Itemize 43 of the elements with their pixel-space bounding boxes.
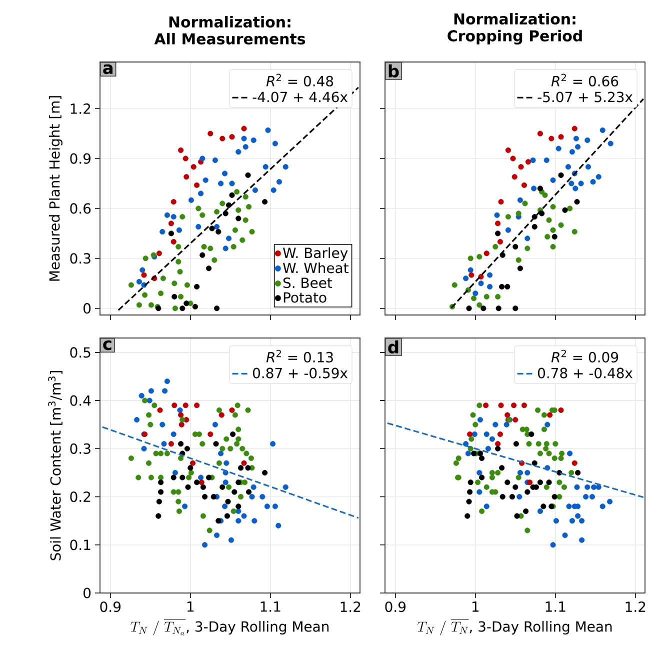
y-tick-label: 0.2 — [70, 491, 90, 502]
legend-label: 0.78 + -0.48x — [538, 368, 633, 378]
legend-label: -5.07 + 5.23x — [538, 92, 633, 102]
chart-subtitle: All Measurements — [154, 32, 306, 45]
x-tick-label: 1.1 — [260, 602, 280, 612]
x-tick-label: 1.2 — [626, 602, 646, 612]
x-tick-label: 1 — [472, 602, 479, 612]
y-tick-label: 0 — [84, 303, 91, 314]
legend-label: 0.87 + -0.59x — [252, 368, 348, 378]
legend-label: W. Wheat — [282, 262, 348, 274]
x-axis-title: $T_N\ /\ \overline{T_N}\text{, 3-Day Rolling Mean}$ — [418, 620, 612, 636]
x-tick-label: 0.9 — [385, 602, 406, 612]
x-tick-label: 0.9 — [100, 602, 121, 612]
x-tick-label: 1.1 — [546, 602, 566, 612]
chart-title: Normalization: — [454, 12, 576, 25]
y-tick-label: 0.3 — [70, 443, 90, 454]
x-tick-label: 1 — [187, 602, 194, 612]
legend-label: W. Barley — [282, 247, 348, 261]
annotation: b — [388, 64, 399, 78]
legend-label: S. Beet — [283, 278, 332, 288]
annotation: R$^{2}$ = 0.48 — [266, 74, 334, 86]
legend-label: -4.07 + 4.46x — [252, 92, 348, 102]
y-tick-label: 0.1 — [70, 540, 90, 550]
y-tick-label: 0.9 — [70, 153, 90, 164]
chart-title: Normalization: — [169, 16, 290, 28]
x-tick-label: 1.2 — [340, 602, 360, 612]
y-tick-label: 0.5 — [70, 347, 90, 358]
y-tick-label: 0.3 — [70, 253, 90, 264]
chart-subtitle: Cropping Period — [448, 30, 582, 44]
annotation: d — [388, 340, 398, 354]
y-tick-label: 0.6 — [70, 203, 91, 214]
y-tick-label: 0.4 — [70, 395, 91, 406]
annotation: R$^{2}$ = 0.13 — [266, 350, 333, 362]
y-axis-title: Measured Plant Height [m] — [48, 96, 62, 281]
annotation: R$^{2}$ = 0.66 — [551, 74, 618, 86]
annotation: c — [103, 340, 112, 350]
legend-label: Potato — [284, 292, 326, 303]
y-axis-title: Soil Water Content [m$^{3}$/m$^{3}$] — [48, 371, 62, 560]
y-tick-label: 0 — [84, 588, 91, 598]
y-tick-label: 1.2 — [70, 103, 90, 114]
annotation: R$^{2}$ = 0.09 — [551, 350, 618, 362]
x-axis-title: $T_N\ /\ \overline{T_{N_a}}\text{, 3-Day Rolling Mean}$ — [130, 620, 329, 636]
annotation: a — [103, 64, 112, 74]
